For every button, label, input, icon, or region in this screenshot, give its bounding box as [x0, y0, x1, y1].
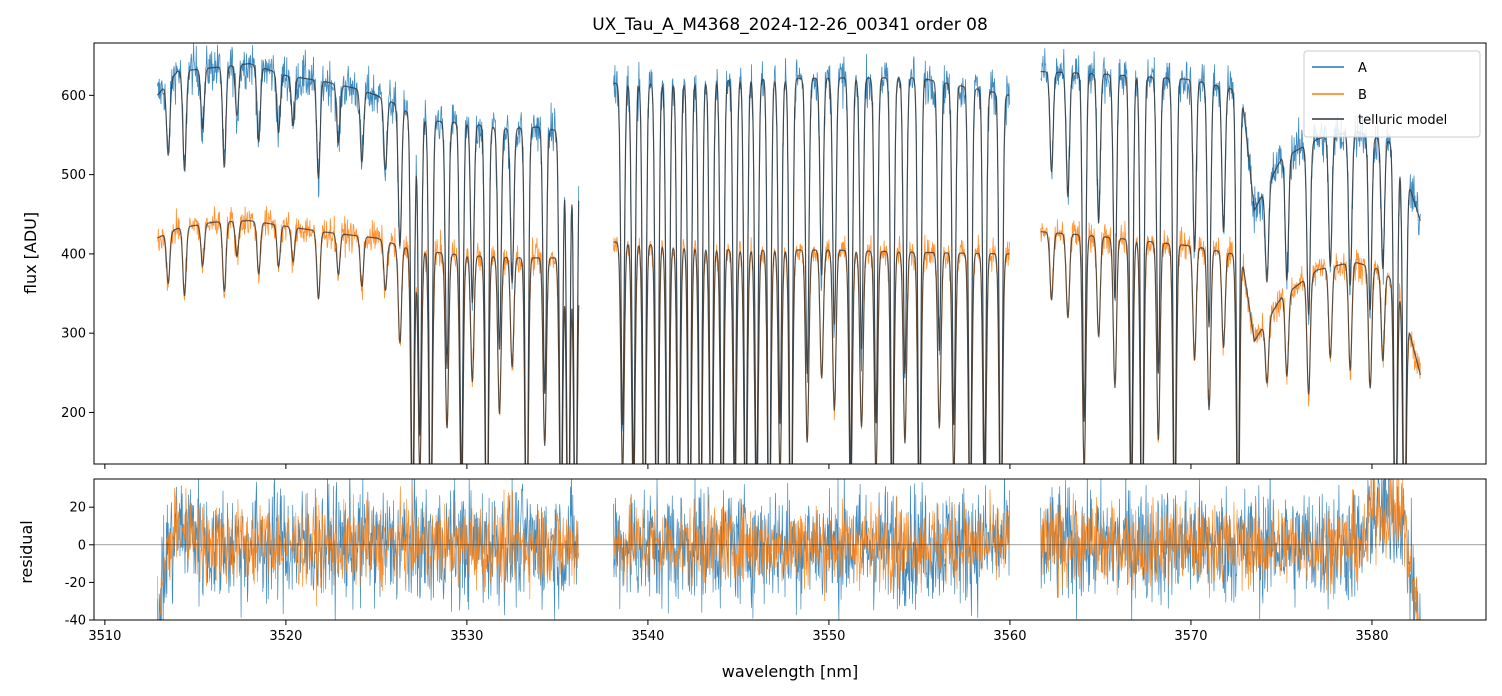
residual-xtick-label-3520: 3520	[269, 629, 302, 644]
series-a-line-segment-2	[1040, 48, 1421, 464]
x-axis-label: wavelength [nm]	[722, 662, 859, 681]
legend-box	[1303, 50, 1481, 138]
telluric-model-a-segment-1	[613, 77, 1010, 464]
residual-y-ticks: 20 0 -20 -40	[65, 501, 94, 629]
flux-ytick-label-400: 400	[61, 247, 86, 262]
residual-panel: 200-20-40 3510 3520 3530 3540 3550 3560 3570 35…	[17, 478, 1487, 681]
telluric-model-b-segment-1	[613, 241, 1010, 464]
residual-xtick-label-3580: 3580	[1355, 629, 1388, 644]
residual-b-line-segment-2	[1040, 479, 1421, 620]
residual-b-line-segment-1	[613, 489, 1010, 602]
residual-ytick-label-0: 0	[78, 538, 86, 553]
telluric-model-b-segment-0	[157, 220, 580, 464]
flux-ytick-label-600: 600	[61, 89, 86, 104]
residual-plot-area	[94, 479, 1486, 620]
legend-label-b: B	[1358, 88, 1367, 103]
residual-b-line-segment-0	[157, 483, 580, 620]
flux-y-ticks: 200 300 400 500 600	[61, 89, 94, 421]
residual-xtick-label-3530: 3530	[450, 629, 483, 644]
flux-ytick-label-200: 200	[61, 406, 86, 421]
telluric-model-b-segment-2	[1040, 231, 1421, 464]
residual-ytick-label--20: -20	[65, 576, 86, 591]
flux-x-ticks	[104, 464, 1373, 469]
flux-y-axis-label: flux [ADU]	[21, 212, 40, 294]
chart-title: UX_Tau_A_M4368_2024-12-26_00341 order 08	[592, 15, 988, 35]
legend-label-a: A	[1358, 61, 1367, 76]
series-a-line-segment-0	[157, 43, 580, 464]
flux-ytick-label-500: 500	[61, 168, 86, 183]
residual-xtick-label-3550: 3550	[812, 629, 845, 644]
residual-a-line-segment-0	[157, 479, 579, 620]
residual-xtick-label-3560: 3560	[993, 629, 1026, 644]
residual-xtick-label-3570: 3570	[1174, 629, 1207, 644]
residual-x-ticks: 3510 3520 3530 3540 3550 3560 3570 3580	[88, 620, 1389, 644]
legend: A B telluric model	[1303, 50, 1481, 138]
flux-plot-area	[156, 43, 1421, 464]
residual-xtick-label-3540: 3540	[631, 629, 664, 644]
residual-ytick-label--40: -40	[65, 614, 86, 629]
residual-ytick-label-20: 20	[69, 501, 86, 516]
residual-y-axis-label: residual	[17, 520, 36, 583]
flux-ytick-label-300: 300	[61, 327, 86, 342]
telluric-model-a-segment-0	[156, 62, 580, 464]
residual-xtick-label-3510: 3510	[88, 629, 121, 644]
legend-label-telluric: telluric model	[1358, 113, 1447, 128]
flux-panel: 200 300 400 500 600 flux [ADU] A B telluric …	[21, 42, 1487, 469]
residual-axes-frame	[93, 478, 1487, 621]
